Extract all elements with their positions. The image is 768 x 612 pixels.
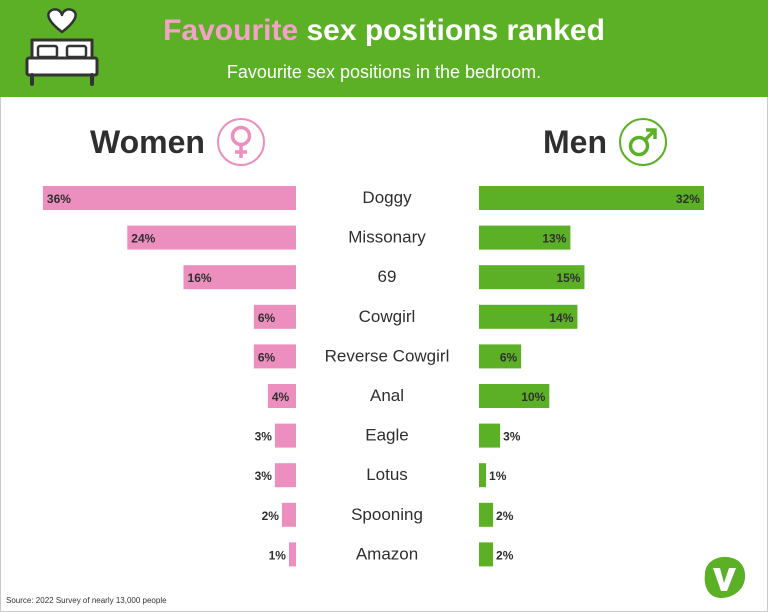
- category-label: Doggy: [362, 188, 412, 207]
- category-label: Missonary: [348, 228, 426, 247]
- men-data-label: 14%: [549, 311, 573, 325]
- men-data-label: 3%: [503, 430, 521, 444]
- women-data-label: 24%: [131, 232, 155, 246]
- category-label: 69: [378, 267, 397, 286]
- men-data-label: 15%: [556, 271, 580, 285]
- men-bar: [479, 265, 585, 290]
- women-data-label: 3%: [255, 430, 273, 444]
- male-symbol-icon: [619, 118, 667, 166]
- men-bar: [479, 502, 494, 527]
- men-bar: [479, 225, 571, 250]
- women-bar: [281, 502, 296, 527]
- men-bar: [479, 423, 501, 448]
- men-bar: [479, 542, 494, 567]
- category-label: Amazon: [356, 544, 418, 563]
- women-bar: [274, 423, 296, 448]
- women-bar: [288, 542, 296, 567]
- source-note: Source: 2022 Survey of nearly 13,000 peo…: [6, 596, 167, 605]
- category-label: Cowgirl: [359, 307, 416, 326]
- men-data-label: 10%: [521, 390, 545, 404]
- women-data-label: 16%: [188, 271, 212, 285]
- men-heading: Men: [543, 118, 667, 166]
- women-heading: Women: [90, 118, 265, 166]
- men-bar: [479, 186, 704, 210]
- men-data-label: 2%: [496, 548, 514, 562]
- header-banner: Favourite sex positions ranked Favourite…: [0, 0, 768, 97]
- category-label: Reverse Cowgirl: [325, 346, 450, 365]
- women-bar: [127, 225, 296, 250]
- women-bar: [253, 304, 296, 329]
- women-data-label: 6%: [258, 311, 276, 325]
- men-data-label: 13%: [542, 232, 566, 246]
- women-data-label: 3%: [255, 469, 273, 483]
- category-label: Eagle: [365, 426, 408, 445]
- men-label: Men: [543, 123, 607, 160]
- category-label: Anal: [370, 386, 404, 405]
- women-label: Women: [90, 123, 205, 160]
- women-data-label: 2%: [262, 509, 280, 523]
- title-accent: Favourite: [163, 14, 299, 47]
- women-data-label: 36%: [47, 192, 71, 206]
- category-label: Lotus: [366, 465, 408, 484]
- women-data-label: 4%: [272, 390, 290, 404]
- women-bar: [42, 186, 296, 210]
- chart-subtitle: Favourite sex positions in the bedroom.: [226, 62, 542, 82]
- women-bar: [267, 384, 296, 408]
- women-data-label: 1%: [269, 548, 287, 562]
- women-bar: [183, 265, 296, 290]
- men-bar: [479, 463, 487, 488]
- brand-v-logo-icon: [704, 556, 746, 598]
- women-bar: [274, 463, 296, 488]
- men-data-label: 32%: [676, 192, 700, 206]
- title-rest: sex positions ranked: [298, 14, 605, 47]
- men-bar: [479, 384, 550, 408]
- men-data-label: 1%: [489, 469, 507, 483]
- men-data-label: 6%: [500, 350, 518, 364]
- men-bar: [479, 344, 522, 369]
- men-bar: [479, 304, 578, 329]
- chart-title: Favourite sex positions ranked: [130, 14, 638, 48]
- category-label: Spooning: [351, 505, 423, 524]
- men-data-label: 2%: [496, 509, 514, 523]
- female-symbol-icon: [216, 118, 265, 166]
- women-data-label: 6%: [258, 350, 276, 364]
- bed-with-heart-icon: [25, 8, 99, 86]
- women-bar: [253, 344, 296, 369]
